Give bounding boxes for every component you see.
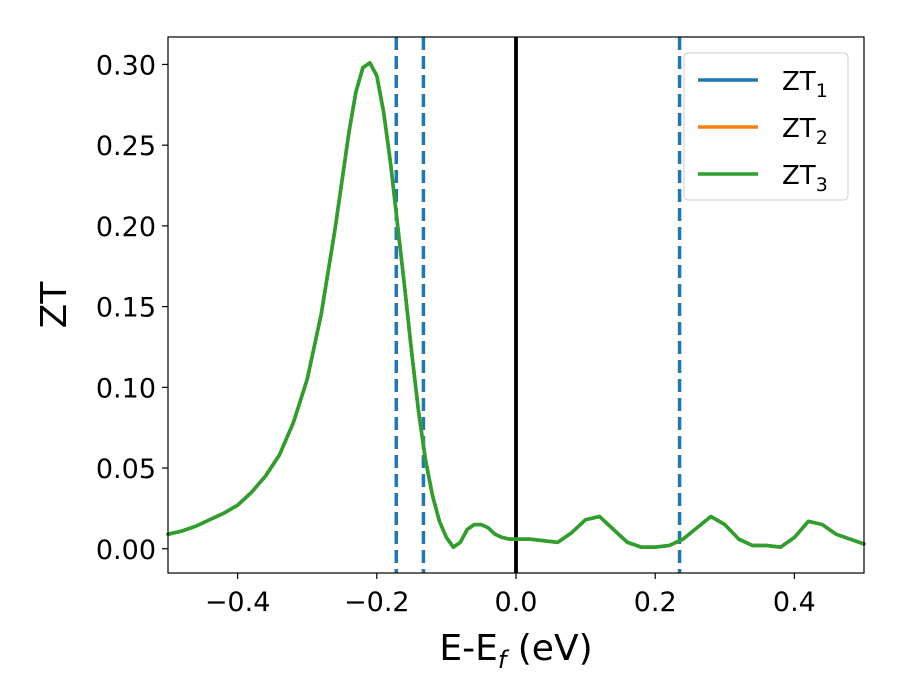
x-tick-label-4: 0.4 — [773, 587, 816, 618]
legend-label-main-2: ZT — [782, 114, 816, 144]
vertical-lines — [394, 37, 682, 573]
legend-label-main-1: ZT — [782, 67, 816, 97]
legend-box — [683, 52, 849, 201]
y-tick-label-6: 0.30 — [96, 50, 156, 81]
x-axis-label: E-Ef (eV) — [439, 628, 592, 674]
y-axis-label: ZT — [34, 281, 75, 329]
legend-label-main-3: ZT — [782, 161, 816, 191]
x-tick-label-2: 0.0 — [495, 587, 538, 618]
legend-label-sub-2: 2 — [816, 127, 828, 149]
x-tick-label-1: −0.2 — [344, 587, 410, 618]
legend-label-2: ZT2 — [782, 114, 828, 149]
x-tick-label-0: −0.4 — [205, 587, 271, 618]
series-line-3 — [166, 61, 866, 549]
series-lines — [166, 61, 866, 549]
y-tick-label-0: 0.00 — [96, 535, 156, 566]
x-axis-ticks: −0.4 −0.2 0.0 0.2 0.4 — [205, 573, 816, 618]
x-axis-label-suffix: (eV) — [506, 628, 592, 669]
y-tick-label-2: 0.10 — [96, 373, 156, 404]
y-tick-label-5: 0.25 — [96, 131, 156, 162]
y-axis-ticks: 0.00 0.05 0.10 0.15 0.20 0.25 0.30 — [96, 50, 168, 566]
legend-label-1: ZT1 — [782, 67, 828, 102]
y-tick-label-4: 0.20 — [96, 212, 156, 243]
legend-label-sub-1: 1 — [816, 80, 828, 102]
legend-label-3: ZT3 — [782, 161, 828, 196]
x-tick-label-3: 0.2 — [634, 587, 677, 618]
legend-label-sub-3: 3 — [816, 174, 828, 196]
x-axis-label-main: E-E — [439, 628, 497, 669]
y-tick-label-3: 0.15 — [96, 293, 156, 324]
y-tick-label-1: 0.05 — [96, 454, 156, 485]
